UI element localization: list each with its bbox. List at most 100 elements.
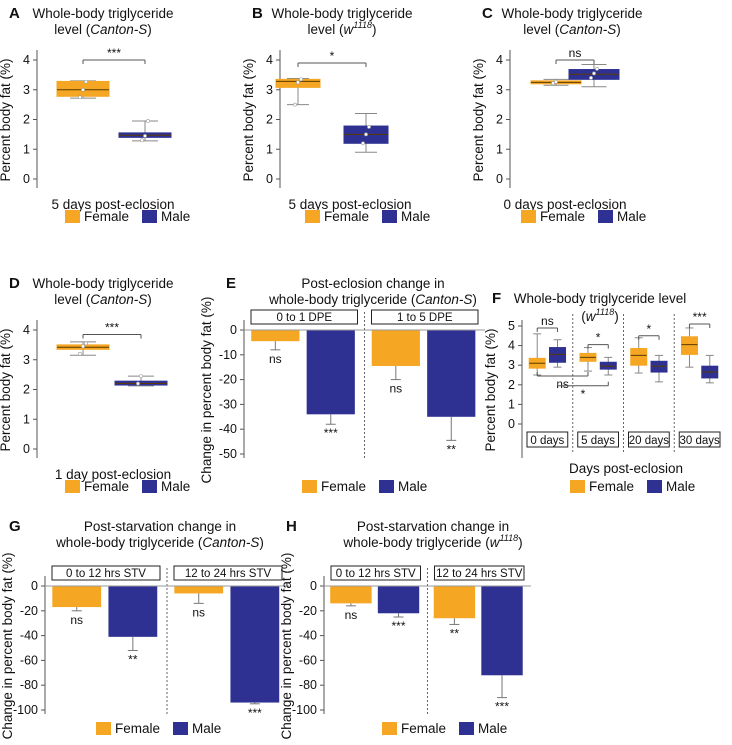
significance-label-female: ns — [345, 608, 358, 622]
legend-label-male: Male — [192, 721, 221, 736]
panel-letter: C — [482, 5, 493, 22]
panel-letter: E — [226, 275, 236, 292]
panel-letter: H — [286, 518, 297, 535]
y-tick-label: 3 — [496, 83, 503, 97]
significance-bracket-label: *** — [693, 310, 707, 324]
significance-bracket-label: * — [596, 331, 601, 345]
data-point — [136, 381, 140, 386]
data-point — [84, 341, 88, 346]
day-label: 20 days — [629, 435, 670, 447]
title-text: level ( — [308, 22, 345, 37]
x-axis-label: Days post-eclosion — [569, 461, 683, 476]
y-axis-label: Change in percent body fat (%) — [279, 553, 294, 740]
chart-title-line1: Post-starvation change in — [357, 519, 509, 534]
chart-title-line2: level (w1118) — [308, 20, 377, 37]
data-point — [143, 133, 147, 138]
title-text: ) — [259, 535, 264, 550]
significance-bracket-label: ns — [541, 314, 554, 328]
y-tick-label: 5 — [508, 319, 515, 333]
title-text: whole-body triglyceride ( — [268, 292, 416, 307]
data-point — [81, 87, 85, 92]
legend-swatch-male — [459, 722, 474, 735]
chart-title-line2: whole-body triglyceride (Canton-S) — [55, 535, 264, 550]
y-axis-label: Percent body fat (%) — [483, 328, 498, 451]
chart-title-line1: Whole-body triglyceride — [32, 276, 173, 291]
data-point — [296, 80, 300, 85]
significance-label-female: ns — [192, 605, 205, 619]
data-point — [595, 67, 599, 71]
bar-female — [251, 330, 300, 342]
y-axis-label: Change in percent body fat (%) — [199, 297, 214, 484]
title-text: ) — [372, 22, 377, 37]
significance-label-female: ** — [450, 626, 460, 640]
legend-swatch-female — [65, 480, 80, 493]
group-label-box — [250, 309, 358, 325]
legend-label-female: Female — [401, 721, 446, 736]
data-point — [592, 71, 596, 76]
data-point — [140, 138, 144, 143]
significance-bracket-label: * — [330, 49, 335, 63]
y-tick-label: 0 — [230, 323, 237, 337]
box-female — [630, 348, 648, 366]
data-point — [361, 141, 365, 146]
legend-label-female: Female — [589, 479, 634, 494]
y-tick-label: -20 — [219, 373, 237, 387]
legend-label-female: Female — [321, 479, 366, 494]
y-tick-label: 0 — [23, 172, 30, 186]
significance-label-male: *** — [495, 700, 509, 714]
panel-letter: A — [9, 5, 20, 22]
legend-swatch-male — [598, 210, 613, 223]
y-tick-label: -30 — [219, 397, 237, 411]
legend-swatch-female — [65, 210, 80, 223]
x-axis-label: 1 day post-eclosion — [55, 467, 171, 482]
y-tick-label: -60 — [299, 653, 317, 667]
significance-label-female: ns — [70, 613, 83, 627]
y-tick-label: -50 — [219, 447, 237, 461]
significance-bracket-label: * — [647, 322, 652, 336]
y-tick-label: 0 — [23, 442, 30, 456]
significance-bracket-label: *** — [105, 320, 119, 334]
title-strain: Canton-S — [90, 22, 147, 37]
y-tick-label: -20 — [20, 604, 38, 618]
data-point — [146, 119, 150, 123]
legend-swatch-male — [379, 480, 394, 493]
chart-title-line2: level (Canton-S) — [54, 22, 152, 37]
panel-letter: F — [492, 290, 501, 307]
title-text: ) — [472, 292, 477, 307]
chart-title-line2: level (Canton-S) — [523, 22, 621, 37]
y-tick-label: 0 — [31, 579, 38, 593]
bar-female — [330, 586, 372, 604]
legend-swatch-male — [142, 210, 157, 223]
group-label-box — [330, 565, 421, 581]
y-tick-label: 1 — [23, 412, 30, 426]
y-tick-label: 0 — [496, 172, 503, 186]
data-point — [84, 79, 88, 84]
y-tick-label: 2 — [266, 113, 273, 127]
title-text: ) — [147, 22, 152, 37]
x-axis-label: 5 days post-eclosion — [288, 197, 411, 212]
y-axis-label: Percent body fat (%) — [0, 328, 13, 451]
day-label: 0 days — [530, 435, 564, 447]
title-strain-superscript: 1118 — [596, 307, 615, 317]
day-label-box — [678, 431, 721, 448]
box-female — [680, 336, 698, 355]
bar-male — [377, 586, 420, 614]
y-tick-label: 3 — [266, 83, 273, 97]
chart-title-line2: whole-body triglyceride (Canton-S) — [268, 292, 477, 307]
bar-female — [371, 330, 420, 366]
y-tick-label: 3 — [508, 358, 515, 372]
data-point — [554, 79, 558, 84]
legend-label-male: Male — [161, 209, 190, 224]
y-tick-label: 3 — [23, 83, 30, 97]
legend-swatch-female — [302, 480, 317, 493]
group-label: 1 to 5 DPE — [397, 312, 453, 324]
significance-label-male: ** — [128, 652, 138, 666]
y-tick-label: 4 — [266, 53, 273, 67]
data-point — [589, 75, 593, 80]
title-text: ) — [518, 535, 523, 550]
bar-male — [427, 330, 476, 417]
title-text: ( — [581, 309, 586, 324]
